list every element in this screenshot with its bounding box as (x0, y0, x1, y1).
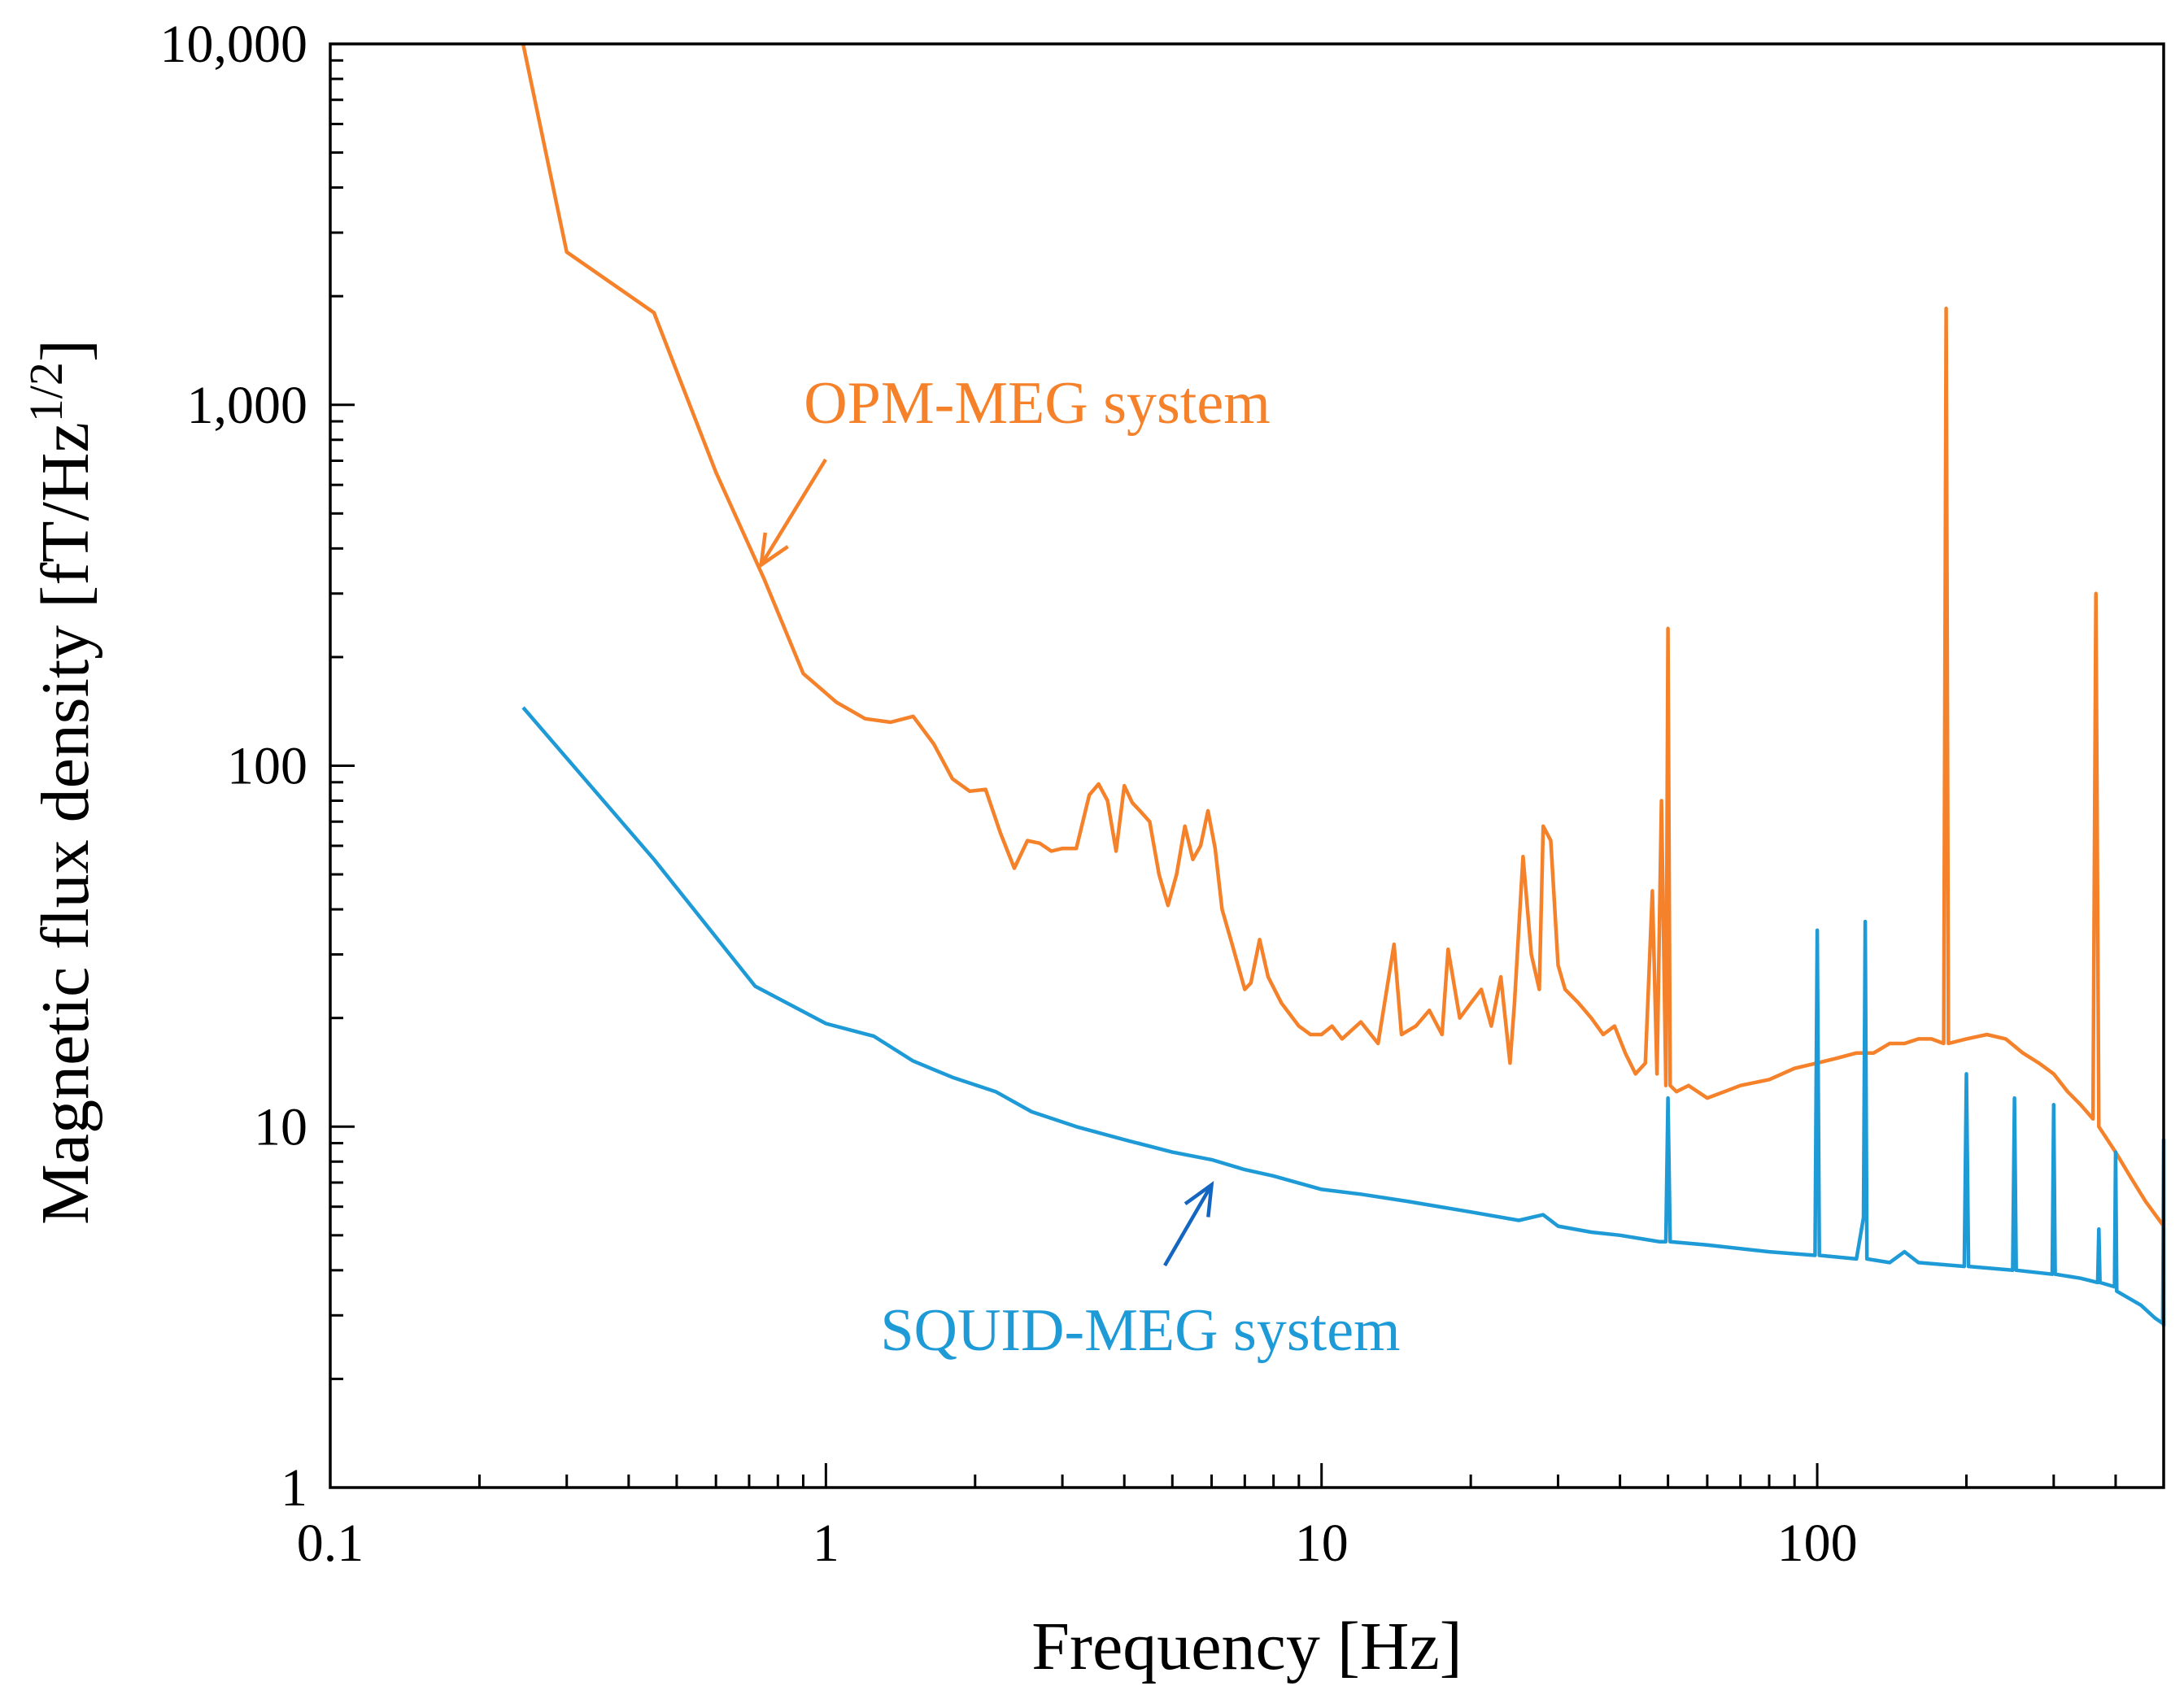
x-tick-label: 10 (1295, 1514, 1349, 1573)
x-tick-label: 1 (813, 1514, 839, 1573)
annotation-arrow-shaft (759, 458, 827, 566)
y-tick-label: 10,000 (160, 15, 308, 74)
annotation-arrow-head (758, 532, 789, 569)
series-line-opm-meg (521, 43, 2165, 1227)
y-axis-title: Magnetic flux density [fT/Hz1/2] (20, 339, 104, 1225)
y-tick-label: 1,000 (187, 376, 308, 435)
annotation-arrow-head (1184, 1180, 1214, 1218)
y-axis-title-suffix: ] (28, 339, 103, 362)
y-tick-label: 1 (281, 1458, 307, 1518)
y-axis-tick-labels: 1 10 100 1,000 10,000 (160, 15, 308, 1518)
x-axis-tick-labels: 0.1 1 10 100 (297, 1514, 1858, 1573)
y-axis-title-superscript: 1/2 (20, 362, 72, 422)
svg-text:Magnetic flux density [fT/H: Magnetic flux density [fT/Hz1/2] (20, 339, 104, 1225)
x-tick-label: 100 (1777, 1514, 1858, 1573)
annotation-arrow-shaft (1163, 1183, 1214, 1267)
y-axis-ticks (330, 42, 355, 1489)
x-axis-ticks (329, 1463, 2165, 1488)
series-line-squid-meg (521, 706, 2166, 1327)
series-layer (521, 43, 2166, 1327)
x-tick-label: 0.1 (297, 1514, 364, 1573)
series-label-opm-meg: OPM-MEG system (804, 370, 1271, 437)
y-tick-label: 100 (227, 737, 307, 796)
y-axis-title-main: Magnetic flux density [fT/Hz (28, 422, 103, 1225)
series-label-squid-meg: SQUID-MEG system (880, 1297, 1400, 1364)
annotation-layer: OPM-MEG system SQUID-MEG system (758, 370, 1401, 1364)
y-tick-label: 10 (254, 1097, 307, 1157)
x-axis-title: Frequency [Hz] (1031, 1609, 1462, 1684)
